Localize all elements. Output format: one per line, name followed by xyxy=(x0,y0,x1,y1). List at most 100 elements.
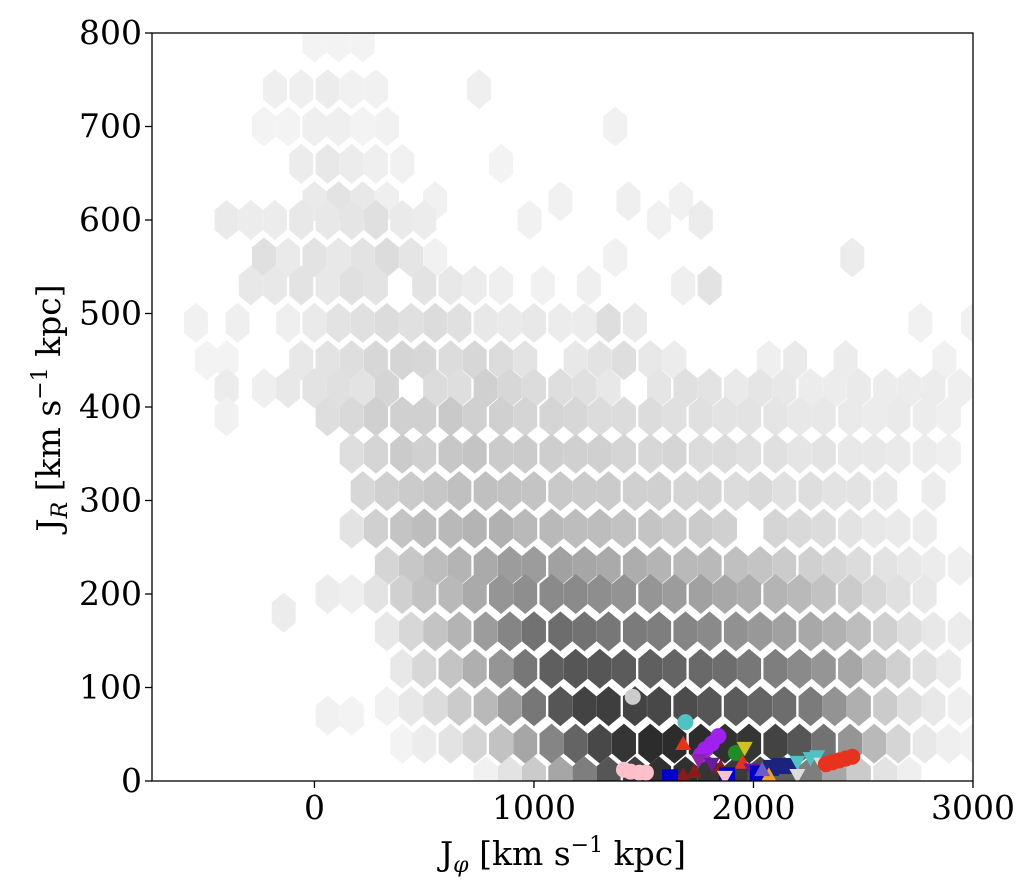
hexbin-cell xyxy=(412,200,437,240)
hexbin-cell xyxy=(748,368,773,409)
hexbin-cell xyxy=(638,574,663,614)
hexbin-cell xyxy=(390,396,415,437)
hexbin-cell xyxy=(315,340,340,381)
hexbin-cell xyxy=(873,545,898,586)
hexbin-cell xyxy=(647,686,672,727)
hexbin-cell xyxy=(447,471,472,512)
hexbin-cell xyxy=(638,648,663,689)
hexbin-cell xyxy=(447,545,472,586)
hexbin-cell xyxy=(712,508,737,549)
hexbin-cell xyxy=(390,200,415,240)
hexbin-cell xyxy=(350,368,375,409)
hexbin-cell xyxy=(947,686,972,727)
hexbin-cell xyxy=(862,433,887,474)
hexbin-cell xyxy=(497,545,522,586)
hexbin-cell xyxy=(647,471,672,512)
hexbin-cell xyxy=(497,302,522,343)
hexbin-cell xyxy=(932,340,957,381)
data-marker-triangle-down xyxy=(703,757,720,773)
hexbin-cell xyxy=(596,471,621,512)
hexbin-cell xyxy=(289,340,314,381)
hexbin-cell xyxy=(587,508,612,549)
hexbin-cell xyxy=(723,368,748,409)
hexbin-cell xyxy=(947,611,972,652)
hexbin-cell xyxy=(271,592,296,633)
hexbin-cell xyxy=(748,611,773,652)
hexbin-cell xyxy=(363,508,388,549)
hexbin-cell xyxy=(763,574,788,614)
hexbin-cell xyxy=(688,200,713,240)
hexbin-cell xyxy=(326,106,351,147)
data-marker-triangle-down xyxy=(736,741,753,757)
y-tick-label: 800 xyxy=(79,13,142,52)
hexbin-cell xyxy=(936,433,961,474)
hexbin-cell xyxy=(622,471,647,512)
hexbin-cell xyxy=(497,686,522,727)
hexbin-cell xyxy=(374,611,399,652)
hexbin-cell xyxy=(662,433,687,474)
hexbin-cell xyxy=(576,265,601,306)
hexbin-cell xyxy=(238,200,263,240)
y-tick-label: 400 xyxy=(79,387,142,426)
hexbin-cell xyxy=(521,686,546,727)
hexbin-cell xyxy=(326,368,351,409)
hexbin-cell xyxy=(811,396,836,437)
hexbin-cell xyxy=(539,723,564,764)
hexbin-cell xyxy=(183,302,208,343)
hexbin-cell xyxy=(438,340,463,381)
y-tick-label: 700 xyxy=(79,107,142,146)
hexbin-cell xyxy=(723,471,748,512)
hexbin-cell xyxy=(214,396,239,437)
x-tick-label: 0 xyxy=(304,788,325,827)
hexbin-cell xyxy=(697,686,722,727)
hexbin-cell xyxy=(363,200,388,240)
hexbin-cell xyxy=(603,106,628,147)
hexbin-cell xyxy=(563,574,588,614)
hexbin-cell xyxy=(214,200,239,240)
hexbin-cell xyxy=(638,433,663,474)
hexbin-cell xyxy=(399,611,424,652)
hexbin-cell xyxy=(302,106,327,147)
hexbin-cell xyxy=(539,508,564,549)
hexbin-cell xyxy=(350,106,375,147)
hexbin-cell xyxy=(596,302,621,343)
hexbin-cell xyxy=(489,143,514,184)
hexbin-cell xyxy=(339,396,364,437)
hexbin-cell xyxy=(572,686,597,727)
hexbin-cell xyxy=(886,648,911,689)
hexbin-cell xyxy=(521,756,546,781)
hexbin-cell xyxy=(438,574,463,614)
hexbin-cell xyxy=(238,265,263,306)
hexbin-cell xyxy=(548,686,573,727)
hexbin-cell xyxy=(390,648,415,689)
hexbin-cell xyxy=(862,574,887,614)
hexbin-cell xyxy=(521,471,546,512)
hexbin-cell xyxy=(315,200,340,240)
hexbin-cell xyxy=(697,368,722,409)
hexbin-cell xyxy=(339,200,364,240)
hexbin-cell xyxy=(673,545,698,586)
hexbin-cell xyxy=(611,340,636,381)
hexbin-cell xyxy=(596,368,621,409)
hexbin-cell xyxy=(489,723,514,764)
hexbin-cell xyxy=(363,265,388,306)
x-tick-label: 1000 xyxy=(492,788,576,827)
hexbin-cell xyxy=(712,574,737,614)
hexbin-cell xyxy=(647,611,672,652)
hexbin-cell xyxy=(289,265,314,306)
hexbin-cell xyxy=(412,648,437,689)
hexbin-cell xyxy=(374,106,399,147)
hexbin-cell xyxy=(787,574,812,614)
data-marker-triangle-up xyxy=(675,767,691,781)
data-marker-circle xyxy=(637,764,654,781)
hexbin-cell xyxy=(423,368,448,409)
hexbin-cell xyxy=(462,574,487,614)
hexbin-cell xyxy=(921,686,946,727)
hexbin-cell xyxy=(350,237,375,278)
hexbin-cell xyxy=(838,508,863,549)
hexbin-cell xyxy=(513,648,538,689)
hexbin-cell xyxy=(822,686,847,727)
data-marker-triangle-down xyxy=(789,755,806,771)
hexbin-cell xyxy=(838,574,863,614)
